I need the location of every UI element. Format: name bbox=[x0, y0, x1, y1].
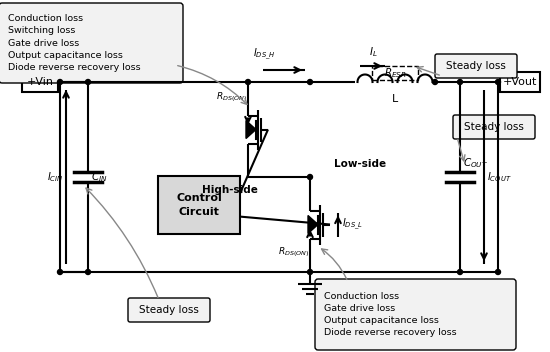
Text: Control: Control bbox=[176, 193, 222, 203]
Text: Conduction loss
Switching loss
Gate drive loss
Output capacitance loss
Diode rev: Conduction loss Switching loss Gate driv… bbox=[8, 14, 141, 72]
Circle shape bbox=[85, 270, 91, 275]
Bar bbox=[158, 176, 240, 234]
Circle shape bbox=[432, 80, 437, 84]
Polygon shape bbox=[308, 215, 318, 233]
Text: L: L bbox=[392, 94, 398, 104]
Text: $I_{CIN}$: $I_{CIN}$ bbox=[47, 170, 64, 184]
FancyBboxPatch shape bbox=[435, 54, 517, 78]
Bar bbox=[22, 72, 58, 92]
Text: $I_{DS\_L}$: $I_{DS\_L}$ bbox=[342, 217, 363, 232]
Text: High-side: High-side bbox=[202, 185, 258, 195]
Text: $C_{IN}$: $C_{IN}$ bbox=[91, 170, 108, 184]
Circle shape bbox=[307, 270, 312, 275]
Text: $C_{OUT}$: $C_{OUT}$ bbox=[463, 156, 488, 170]
Text: Circuit: Circuit bbox=[179, 207, 219, 217]
FancyBboxPatch shape bbox=[315, 279, 516, 350]
Circle shape bbox=[307, 175, 312, 180]
Circle shape bbox=[85, 80, 91, 84]
Circle shape bbox=[58, 270, 63, 275]
Circle shape bbox=[496, 270, 500, 275]
FancyBboxPatch shape bbox=[0, 3, 183, 83]
Circle shape bbox=[58, 80, 63, 84]
Text: Steady loss: Steady loss bbox=[446, 61, 506, 71]
Text: $I_{DS\_H}$: $I_{DS\_H}$ bbox=[253, 47, 276, 62]
Polygon shape bbox=[246, 120, 256, 138]
Text: Conduction loss
Gate drive loss
Output capacitance loss
Diode reverse recovery l: Conduction loss Gate drive loss Output c… bbox=[324, 292, 456, 337]
Text: $R_{DS(ON)}$: $R_{DS(ON)}$ bbox=[216, 90, 247, 105]
Circle shape bbox=[458, 270, 463, 275]
Bar bbox=[372, 66, 418, 80]
Text: $I_{COUT}$: $I_{COUT}$ bbox=[487, 170, 512, 184]
Text: $R_{ESR}$: $R_{ESR}$ bbox=[383, 66, 406, 80]
FancyBboxPatch shape bbox=[128, 298, 210, 322]
Circle shape bbox=[496, 80, 500, 84]
Circle shape bbox=[458, 80, 463, 84]
Text: +Vout: +Vout bbox=[503, 77, 537, 87]
Text: $R_{DS(ON)}$: $R_{DS(ON)}$ bbox=[278, 246, 309, 259]
Text: +Vin: +Vin bbox=[26, 77, 53, 87]
Circle shape bbox=[307, 80, 312, 84]
Text: Steady loss: Steady loss bbox=[464, 122, 524, 132]
FancyBboxPatch shape bbox=[453, 115, 535, 139]
Bar bbox=[500, 72, 540, 92]
Text: $I_L$: $I_L$ bbox=[368, 45, 377, 59]
Text: Low-side: Low-side bbox=[334, 159, 386, 169]
Circle shape bbox=[245, 80, 250, 84]
Text: Steady loss: Steady loss bbox=[139, 305, 199, 315]
